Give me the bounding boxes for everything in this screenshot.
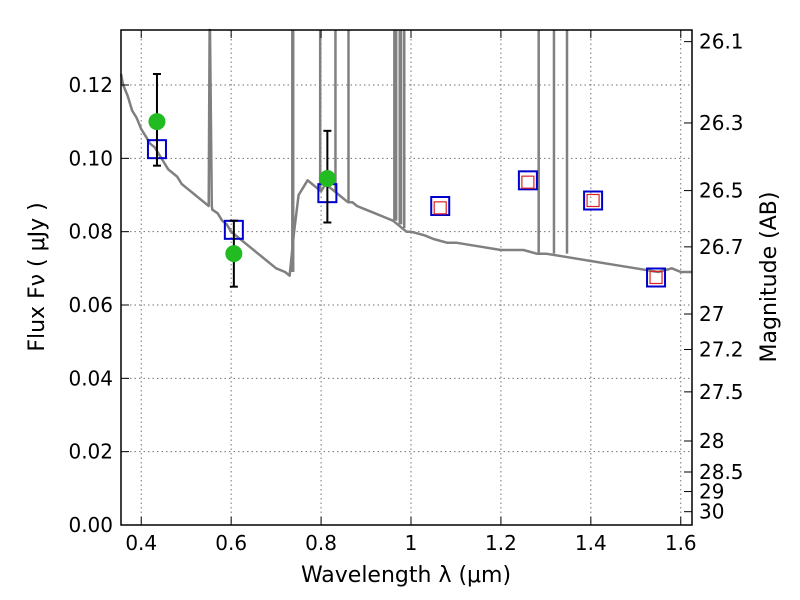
y-tick-label: 0.08 — [68, 220, 113, 244]
upper-limit-square — [433, 201, 447, 215]
grid-lines — [121, 30, 692, 526]
observed-point — [318, 170, 336, 187]
x-axis-label: Wavelength λ (μm) — [301, 563, 511, 588]
y2-tick-label: 28.5 — [699, 460, 744, 484]
y2-tick-label: 28 — [699, 429, 724, 453]
y2-tick-label: 30 — [699, 500, 724, 524]
y2-axis-label: Magnitude (AB) — [757, 192, 782, 363]
model-photometry-square — [583, 190, 604, 211]
model-photometry-square — [646, 267, 667, 288]
axis-ticks: 0.4 0.6 0.8 1 1.2 1.4 1.6 0.00 0.02 0.04 0.06 0.08 0… — [68, 30, 743, 555]
upper-limit-square — [649, 270, 663, 285]
model-photometry-square — [430, 196, 451, 216]
y-tick-label: 0.04 — [68, 366, 113, 390]
y-tick-label: 0.06 — [68, 293, 113, 317]
observed-point — [225, 245, 243, 263]
y-tick-label: 0.10 — [68, 146, 113, 170]
y-axis-label: Flux Fν ( μJy ) — [25, 202, 50, 351]
upper-limit-square — [521, 175, 535, 189]
plot-area — [119, 28, 692, 288]
upper-limit-square — [586, 193, 600, 208]
x-tick-label: 1 — [405, 531, 418, 555]
x-tick-label: 1.6 — [665, 531, 697, 555]
y-tick-label: 0.02 — [68, 440, 113, 464]
x-tick-label: 0.8 — [305, 531, 337, 555]
model-spectrum-line — [119, 28, 692, 277]
x-tick-label: 0.4 — [125, 531, 157, 555]
y2-tick-label: 26.7 — [699, 235, 744, 259]
x-tick-label: 1.2 — [485, 531, 517, 555]
y-tick-label: 0.00 — [68, 513, 113, 537]
model-photometry-square — [517, 170, 538, 191]
y2-tick-label: 26.3 — [699, 111, 744, 135]
y2-tick-label: 26.5 — [699, 179, 744, 203]
x-tick-label: 1.4 — [575, 531, 607, 555]
y-tick-label: 0.12 — [68, 73, 113, 97]
y2-tick-label: 29 — [699, 480, 724, 504]
y2-tick-label: 27 — [699, 302, 724, 326]
plot-frame — [120, 29, 693, 526]
y2-tick-label: 27.2 — [699, 338, 744, 362]
y2-tick-label: 26.1 — [699, 30, 744, 54]
y2-tick-label: 27.5 — [699, 380, 744, 404]
observed-point — [148, 113, 166, 131]
x-tick-label: 0.6 — [215, 531, 247, 555]
